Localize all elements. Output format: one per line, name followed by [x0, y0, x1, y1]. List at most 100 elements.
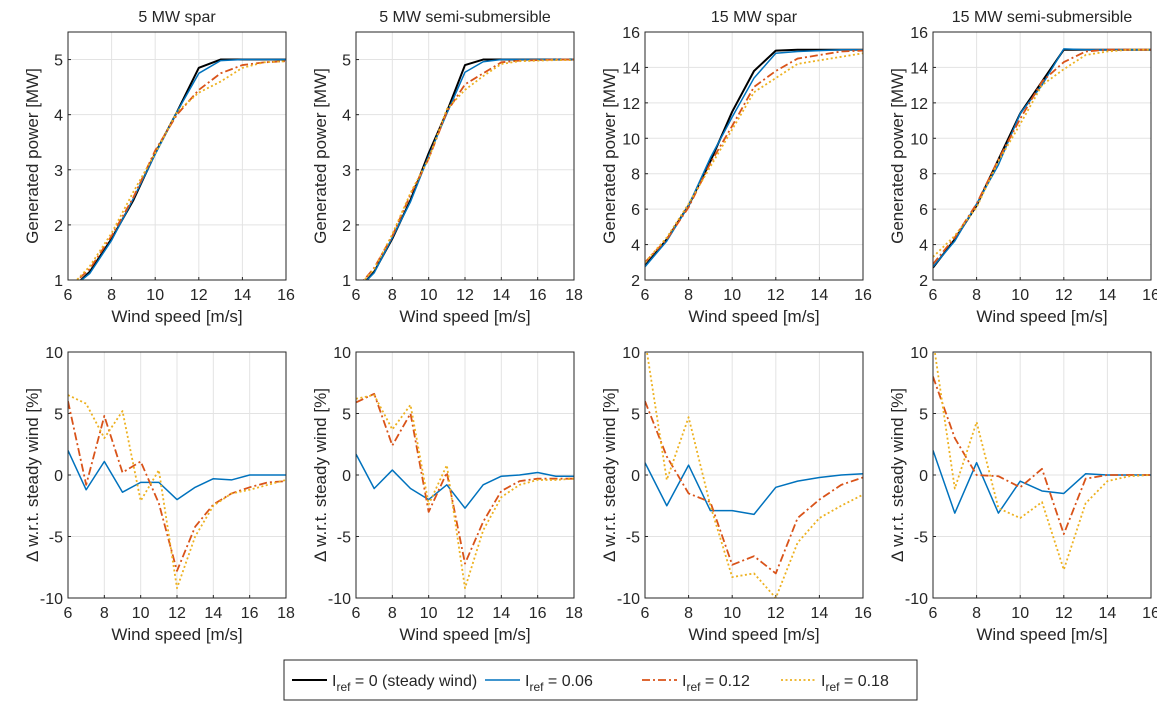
legend-label: Iref = 0.12 [682, 673, 750, 694]
x-axis-label: Wind speed [m/s] [976, 307, 1107, 326]
legend-label: Iref = 0 (steady wind) [332, 673, 477, 694]
x-tick-label: 14 [811, 287, 829, 304]
x-tick-label: 12 [1055, 605, 1073, 622]
axes-box [67, 31, 287, 281]
x-tick-label: 14 [492, 605, 510, 622]
x-tick-label: 16 [854, 287, 872, 304]
series-line [933, 376, 1151, 535]
y-tick-label: -5 [49, 530, 63, 547]
axes-box [67, 351, 287, 599]
x-axis-label: Wind speed [m/s] [399, 625, 530, 644]
legend-main: I [332, 673, 336, 690]
y-tick-label: 4 [342, 108, 351, 125]
x-tick-label: 10 [420, 287, 438, 304]
x-tick-label: 16 [241, 605, 259, 622]
y-tick-label: 8 [919, 167, 928, 184]
axes-box [355, 31, 575, 281]
x-tick-label: 12 [190, 287, 208, 304]
x-tick-label: 10 [1011, 605, 1029, 622]
chart-title: 5 MW spar [138, 9, 216, 26]
y-tick-label: 14 [622, 60, 640, 77]
y-tick-label: 2 [342, 218, 351, 235]
series-line [645, 462, 863, 516]
x-tick-label: 14 [204, 605, 222, 622]
x-axis-label: Wind speed [m/s] [399, 307, 530, 326]
x-tick-label: 8 [684, 287, 693, 304]
y-tick-label: 10 [622, 345, 640, 362]
x-tick-label: 8 [107, 287, 116, 304]
y-axis-label: Generated power [MW] [600, 68, 619, 244]
x-tick-label: 6 [64, 605, 73, 622]
x-tick-label: 12 [767, 287, 785, 304]
legend-rest: = 0.06 [543, 673, 592, 690]
series-line [68, 401, 286, 572]
y-axis-label: Δ w.r.t. steady wind [%] [311, 388, 330, 562]
chart-title: 15 MW semi-submersible [952, 9, 1133, 26]
x-tick-label: 6 [929, 605, 938, 622]
x-tick-label: 16 [529, 287, 547, 304]
x-tick-label: 8 [972, 605, 981, 622]
legend-label: Iref = 0.18 [821, 673, 889, 694]
x-tick-label: 16 [1142, 287, 1157, 304]
y-tick-label: 5 [631, 407, 640, 424]
chart-title: 15 MW spar [711, 9, 798, 26]
y-tick-label: 3 [342, 163, 351, 180]
y-tick-label: 1 [54, 273, 63, 290]
x-tick-label: 16 [854, 605, 872, 622]
y-tick-label: -10 [40, 591, 63, 608]
legend-sub: ref [686, 680, 701, 694]
series-line [362, 58, 574, 280]
x-tick-label: 10 [420, 605, 438, 622]
x-tick-label: 8 [388, 287, 397, 304]
series-line [646, 352, 863, 598]
y-tick-label: 12 [910, 96, 928, 113]
y-tick-label: 10 [333, 345, 351, 362]
y-tick-label: 16 [622, 25, 640, 42]
series-line [356, 453, 574, 509]
x-tick-label: 18 [277, 605, 295, 622]
y-tick-label: 14 [910, 60, 928, 77]
x-tick-label: 18 [565, 605, 583, 622]
y-tick-label: 16 [910, 25, 928, 42]
x-tick-label: 12 [456, 605, 474, 622]
series-line [68, 450, 286, 501]
axes-box [932, 351, 1152, 599]
y-axis-label: Δ w.r.t. steady wind [%] [23, 388, 42, 562]
legend-rest: = 0.12 [700, 673, 749, 690]
x-tick-label: 16 [1142, 605, 1157, 622]
legend-sub: ref [529, 680, 544, 694]
axes-box [644, 351, 864, 599]
x-tick-label: 8 [388, 605, 397, 622]
x-tick-label: 14 [492, 287, 510, 304]
series-line [645, 48, 863, 268]
y-tick-label: 12 [622, 96, 640, 113]
x-tick-label: 10 [723, 605, 741, 622]
series-line [933, 352, 1151, 571]
y-tick-label: -5 [337, 530, 351, 547]
x-tick-label: 6 [352, 287, 361, 304]
legend-main: I [525, 673, 529, 690]
axes-box [932, 31, 1152, 281]
y-tick-label: 4 [54, 108, 63, 125]
series-line [68, 394, 286, 590]
series-line [645, 52, 863, 263]
y-tick-label: 0 [919, 468, 928, 485]
axes-box [644, 31, 864, 281]
series-line [645, 49, 863, 263]
y-tick-label: 5 [919, 407, 928, 424]
y-tick-label: -5 [626, 530, 640, 547]
legend-box [283, 659, 918, 701]
legend-main: I [682, 673, 686, 690]
x-tick-label: 10 [723, 287, 741, 304]
axes-box [355, 351, 575, 599]
y-tick-label: 0 [54, 468, 63, 485]
x-axis-label: Wind speed [m/s] [688, 625, 819, 644]
x-tick-label: 10 [1011, 287, 1029, 304]
y-axis-label: Generated power [MW] [23, 68, 42, 244]
series-line [356, 392, 574, 565]
x-tick-label: 8 [100, 605, 109, 622]
x-tick-label: 6 [641, 605, 650, 622]
y-tick-label: 10 [910, 131, 928, 148]
chart-title: 5 MW semi-submersible [379, 9, 551, 26]
y-tick-label: 10 [45, 345, 63, 362]
